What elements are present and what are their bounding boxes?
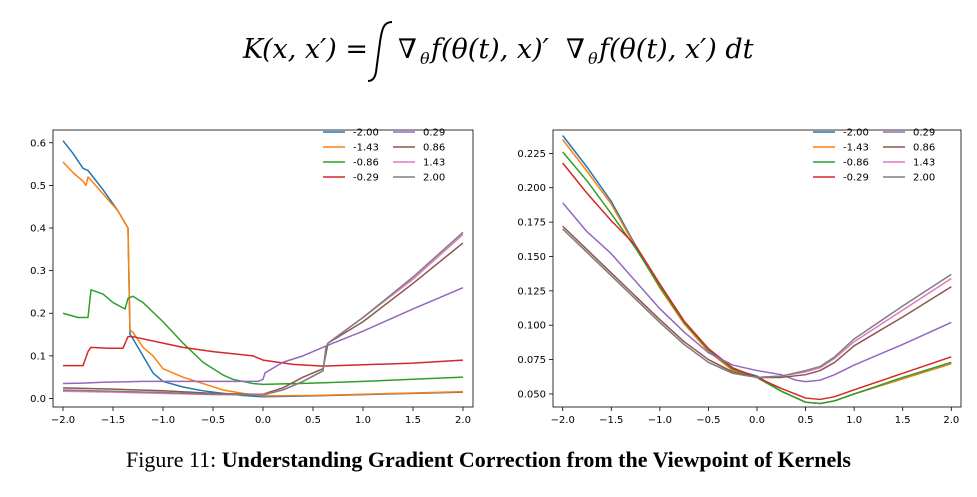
legend-label: -0.86 bbox=[353, 158, 379, 169]
legend-label: 0.86 bbox=[423, 143, 445, 154]
legend-label: 0.86 bbox=[913, 143, 935, 154]
legend: -2.00 -1.43 -0.86 -0.29 0.29 0.86 1.43 2.00 bbox=[323, 128, 445, 184]
y-tick-label: 0.2 bbox=[30, 309, 46, 320]
series-line--0.86 bbox=[562, 151, 952, 405]
y-tick-label: 0.225 bbox=[517, 149, 546, 160]
x-tick-label: 1.0 bbox=[355, 415, 371, 426]
x-tick-label: −0.5 bbox=[201, 415, 225, 426]
y-tick-label: 0.3 bbox=[30, 266, 46, 277]
y-tick-label: 0.0 bbox=[30, 394, 46, 405]
series-line--1.43 bbox=[62, 161, 464, 397]
legend-label: -0.86 bbox=[843, 158, 869, 169]
legend-label: -1.43 bbox=[353, 143, 379, 154]
series-line--0.29 bbox=[63, 335, 464, 367]
caption-prefix: Figure 11: bbox=[126, 447, 217, 472]
equation-theta-sub-2: θ bbox=[588, 49, 598, 68]
x-tick-label: 1.5 bbox=[895, 415, 911, 426]
y-tick-label: 0.4 bbox=[30, 224, 46, 235]
series-line-2.00 bbox=[62, 231, 464, 396]
series-line-0.86 bbox=[562, 225, 952, 379]
x-tick-label: −0.5 bbox=[696, 415, 720, 426]
series-line-0.29 bbox=[562, 202, 952, 383]
series-line--1.43 bbox=[562, 139, 952, 405]
y-tick-label: 0.200 bbox=[517, 183, 546, 194]
series-line--2.00 bbox=[62, 140, 464, 398]
kernel-equation: K (x, x′) = ∇ θ f(θ(t), x)′ ∇ θ f(θ(t), … bbox=[0, 14, 977, 84]
x-tick-label: 1.0 bbox=[846, 415, 862, 426]
plot-frame bbox=[52, 129, 474, 408]
series-line-1.43 bbox=[562, 228, 952, 379]
y-tick-label: 0.5 bbox=[30, 181, 46, 192]
plot-frame bbox=[552, 129, 962, 408]
series-line--0.86 bbox=[62, 289, 464, 386]
legend-label: 2.00 bbox=[913, 173, 935, 184]
equation-grad-1: f(θ(t), x)′ bbox=[429, 34, 549, 65]
y-tick-label: 0.150 bbox=[517, 252, 546, 263]
legend-label: -1.43 bbox=[843, 143, 869, 154]
y-tick-label: 0.1 bbox=[30, 351, 46, 362]
x-tick-label: −1.0 bbox=[648, 415, 672, 426]
kernel-chart-right: −2.0 −1.5 −1.0 −0.5 0.0 0.5 1.0 1.5 2.0 0.050 0.07… bbox=[517, 128, 962, 426]
equation-nabla-2: ∇ bbox=[566, 34, 585, 65]
legend-label: -0.29 bbox=[353, 173, 379, 184]
x-tick-label: 0.5 bbox=[305, 415, 321, 426]
x-tick-label: −1.0 bbox=[151, 415, 175, 426]
y-tick-label: 0.075 bbox=[517, 355, 546, 366]
x-tick-label: 0.0 bbox=[255, 415, 271, 426]
equation-nabla-1: ∇ bbox=[398, 34, 417, 65]
series-line-0.86 bbox=[62, 242, 464, 395]
legend-label: 1.43 bbox=[423, 158, 445, 169]
legend-label: 0.29 bbox=[423, 128, 445, 139]
x-tick-label: −1.5 bbox=[599, 415, 623, 426]
x-tick-label: −2.0 bbox=[51, 415, 75, 426]
series-line-0.29 bbox=[62, 286, 464, 385]
x-tick-label: 0.5 bbox=[798, 415, 814, 426]
series-line-1.43 bbox=[62, 233, 464, 396]
x-tick-label: 0.0 bbox=[749, 415, 765, 426]
legend-label: -2.00 bbox=[353, 128, 379, 139]
y-tick-label: 0.6 bbox=[30, 138, 46, 149]
y-tick-label: 0.125 bbox=[517, 286, 546, 297]
integral-sign bbox=[367, 21, 393, 82]
series-line--0.29 bbox=[562, 162, 952, 401]
y-tick-label: 0.050 bbox=[517, 389, 546, 400]
legend-label: 0.29 bbox=[913, 128, 935, 139]
caption-title: Understanding Gradient Correction from t… bbox=[221, 447, 851, 472]
legend-label: 2.00 bbox=[423, 173, 445, 184]
legend-label: -2.00 bbox=[843, 128, 869, 139]
figure-caption: Figure 11: Understanding Gradient Correc… bbox=[0, 447, 977, 473]
x-tick-label: −1.5 bbox=[101, 415, 125, 426]
equation-lhs-args: (x, x′) = bbox=[262, 34, 368, 65]
y-tick-label: 0.100 bbox=[517, 321, 546, 332]
legend-label: -0.29 bbox=[843, 173, 869, 184]
equation-lhs-func: K bbox=[242, 34, 265, 65]
series-line-2.00 bbox=[562, 228, 952, 379]
x-tick-label: 2.0 bbox=[455, 415, 471, 426]
equation-theta-sub-1: θ bbox=[420, 49, 430, 68]
x-tick-label: −2.0 bbox=[551, 415, 575, 426]
kernel-chart-left: −2.0 −1.5 −1.0 −0.5 0.0 0.5 1.0 1.5 2.0 0.0 0.1 0.2… bbox=[30, 128, 474, 426]
series-line--2.00 bbox=[562, 135, 952, 405]
x-tick-label: 1.5 bbox=[405, 415, 421, 426]
legend-label: 1.43 bbox=[913, 158, 935, 169]
equation-grad-2: f(θ(t), x′) dt bbox=[597, 34, 754, 65]
x-tick-label: 2.0 bbox=[943, 415, 959, 426]
legend: -2.00 -1.43 -0.86 -0.29 0.29 0.86 1.43 2.00 bbox=[813, 128, 935, 184]
y-tick-label: 0.175 bbox=[517, 218, 546, 229]
